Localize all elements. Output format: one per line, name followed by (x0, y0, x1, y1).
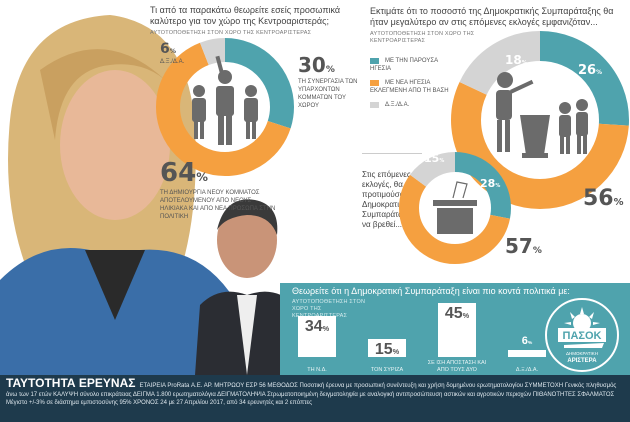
q3-value-teal: 28% (480, 177, 501, 190)
bar-value: 6% (521, 334, 533, 347)
divider (362, 153, 422, 154)
legend-swatch (370, 58, 379, 64)
bar-label: ΤΟΝ ΣΥΡΙΖΑ (370, 366, 404, 373)
legend-item-orange: ΜΕ ΝΕΑ ΗΓΕΣΙΑ ΕΚΛΕΓΜΕΝΗ ΑΠΟ ΤΗ ΒΑΣΗ (370, 80, 449, 94)
bar: 34% (298, 316, 336, 357)
bar-value: 15% (374, 341, 400, 358)
bar-label: ΤΗ Ν.Δ. (307, 366, 327, 373)
q4-subtitle: ΑΥΤΟΤΟΠΟΘΕΤΗΣΗ ΣΤΟΝ ΧΩΡΟ ΤΗΣ ΚΕΝΤΡΟΑΡΙΣΤ… (292, 299, 366, 319)
svg-text:ΑΡΙΣΤΕΡΑ: ΑΡΙΣΤΕΡΑ (567, 358, 597, 364)
footer-title: ΤΑΥΤΟΤΗΤΑ ΕΡΕΥΝΑΣ (6, 376, 136, 390)
q1-label-teal: ΤΗ ΣΥΝΕΡΓΑΣΙΑ ΤΩΝ ΥΠΑΡΧΟΝΤΩΝ ΚΟΜΜΑΤΩΝ ΤΟ… (298, 79, 358, 109)
legend-swatch (370, 102, 379, 108)
bar-value: 45% (444, 305, 470, 322)
survey-info-footer: ΤΑΥΤΟΤΗΤΑ ΕΡΕΥΝΑΣ ΕΤΑΙΡΕΙΑ ProRata Α.Ε. Α… (0, 375, 630, 422)
q3-donut (399, 152, 511, 264)
q1-question: Τι από τα παρακάτω θεωρείτε εσείς προσωπ… (150, 5, 341, 26)
q3-value-gray: 15% (424, 152, 445, 165)
pasok-logo: ΠΑΣΟΚ ΔΗΜΟΚΡΑΤΙΚΗ ΑΡΙΣΤΕΡΑ (545, 298, 619, 372)
q1-value-orange: 64% (160, 158, 208, 188)
q1-label-gray: Δ.Ξ./Δ.Α. (160, 59, 185, 65)
q1-donut (156, 38, 294, 176)
donut-segment-gray (156, 38, 294, 176)
donut-segment-orange (451, 31, 629, 209)
donut-segment-gray (399, 152, 511, 264)
q4-panel: Θεωρείτε ότι η Δημοκρατική Συμπαράταξη ε… (280, 283, 630, 375)
q2-donut (451, 31, 629, 209)
q2-question: Εκτιμάτε ότι το ποσοστό της Δημοκρατικής… (370, 6, 614, 27)
footer-text: ΕΤΑΙΡΕΙΑ ProRata Α.Ε. ΑΡ. ΜΗΤΡΩΟΥ ΕΣΡ 56… (6, 383, 617, 406)
svg-text:ΔΗΜΟΚΡΑΤΙΚΗ: ΔΗΜΟΚΡΑΤΙΚΗ (566, 351, 598, 356)
q1-label-orange: ΤΗ ΔΗΜΙΟΥΡΓΙΑ ΝΕΟΥ ΚΟΜΜΑΤΟΣ ΑΠΟΤΕΛΟΥΜΕΝΟ… (160, 190, 276, 220)
q2-subtitle: ΑΥΤΟΤΟΠΟΘΕΤΗΣΗ ΣΤΟΝ ΧΩΡΟ ΤΗΣ ΚΕΝΤΡΟΑΡΙΣΤ… (370, 31, 475, 44)
bar-label: Δ.Ξ./Δ.Α. (515, 366, 539, 373)
q1-subtitle: ΑΥΤΟΤΟΠΟΘΕΤΗΣΗ ΣΤΟΝ ΧΩΡΟ ΤΗΣ ΚΕΝΤΡΟΑΡΙΣΤ… (150, 30, 312, 36)
speaker-podium-icon (496, 72, 588, 158)
q2-value-orange: 56% (583, 186, 624, 211)
people-group-icon (192, 55, 258, 145)
q2-value-gray: 18% (505, 53, 528, 67)
bar: 6% (508, 335, 546, 357)
bar-label: ΣΕ ΙΣΗ ΑΠΟΣΤΑΣΗ ΚΑΙ ΑΠΟ ΤΟΥΣ ΔΥΟ (427, 360, 487, 373)
legend-item-teal: ΜΕ ΤΗΝ ΠΑΡΟΥΣΑ ΗΓΕΣΙΑ (370, 58, 438, 72)
ballot-box-icon (433, 181, 477, 234)
donut-segment-orange (399, 152, 511, 264)
q4-question: Θεωρείτε ότι η Δημοκρατική Συμπαράταξη ε… (292, 286, 570, 296)
bar: 45% (438, 303, 476, 357)
donut-segment-orange (156, 38, 294, 176)
donut-segment-gray (451, 31, 629, 209)
q2-legend: ΜΕ ΤΗΝ ΠΑΡΟΥΣΑ ΗΓΕΣΙΑ ΜΕ ΝΕΑ ΗΓΕΣΙΑ ΕΚΛΕ… (370, 57, 450, 109)
q3-value-orange: 57% (505, 234, 542, 258)
bar: 15% (368, 339, 406, 358)
legend-item-gray: Δ.Ξ./Δ.Α. (370, 101, 450, 109)
q2-value-teal: 26% (578, 63, 602, 78)
logo-text: ΠΑΣΟΚ (563, 330, 602, 342)
q1-value-gray: 6% (160, 41, 177, 57)
q1-value-teal: 30% (298, 53, 335, 77)
photo-man (195, 185, 295, 375)
legend-swatch (370, 80, 379, 86)
bar-value: 34% (304, 318, 330, 336)
q3-question: Στις επόμενες εκλογές, θα προτιμούσατε η… (362, 170, 418, 229)
